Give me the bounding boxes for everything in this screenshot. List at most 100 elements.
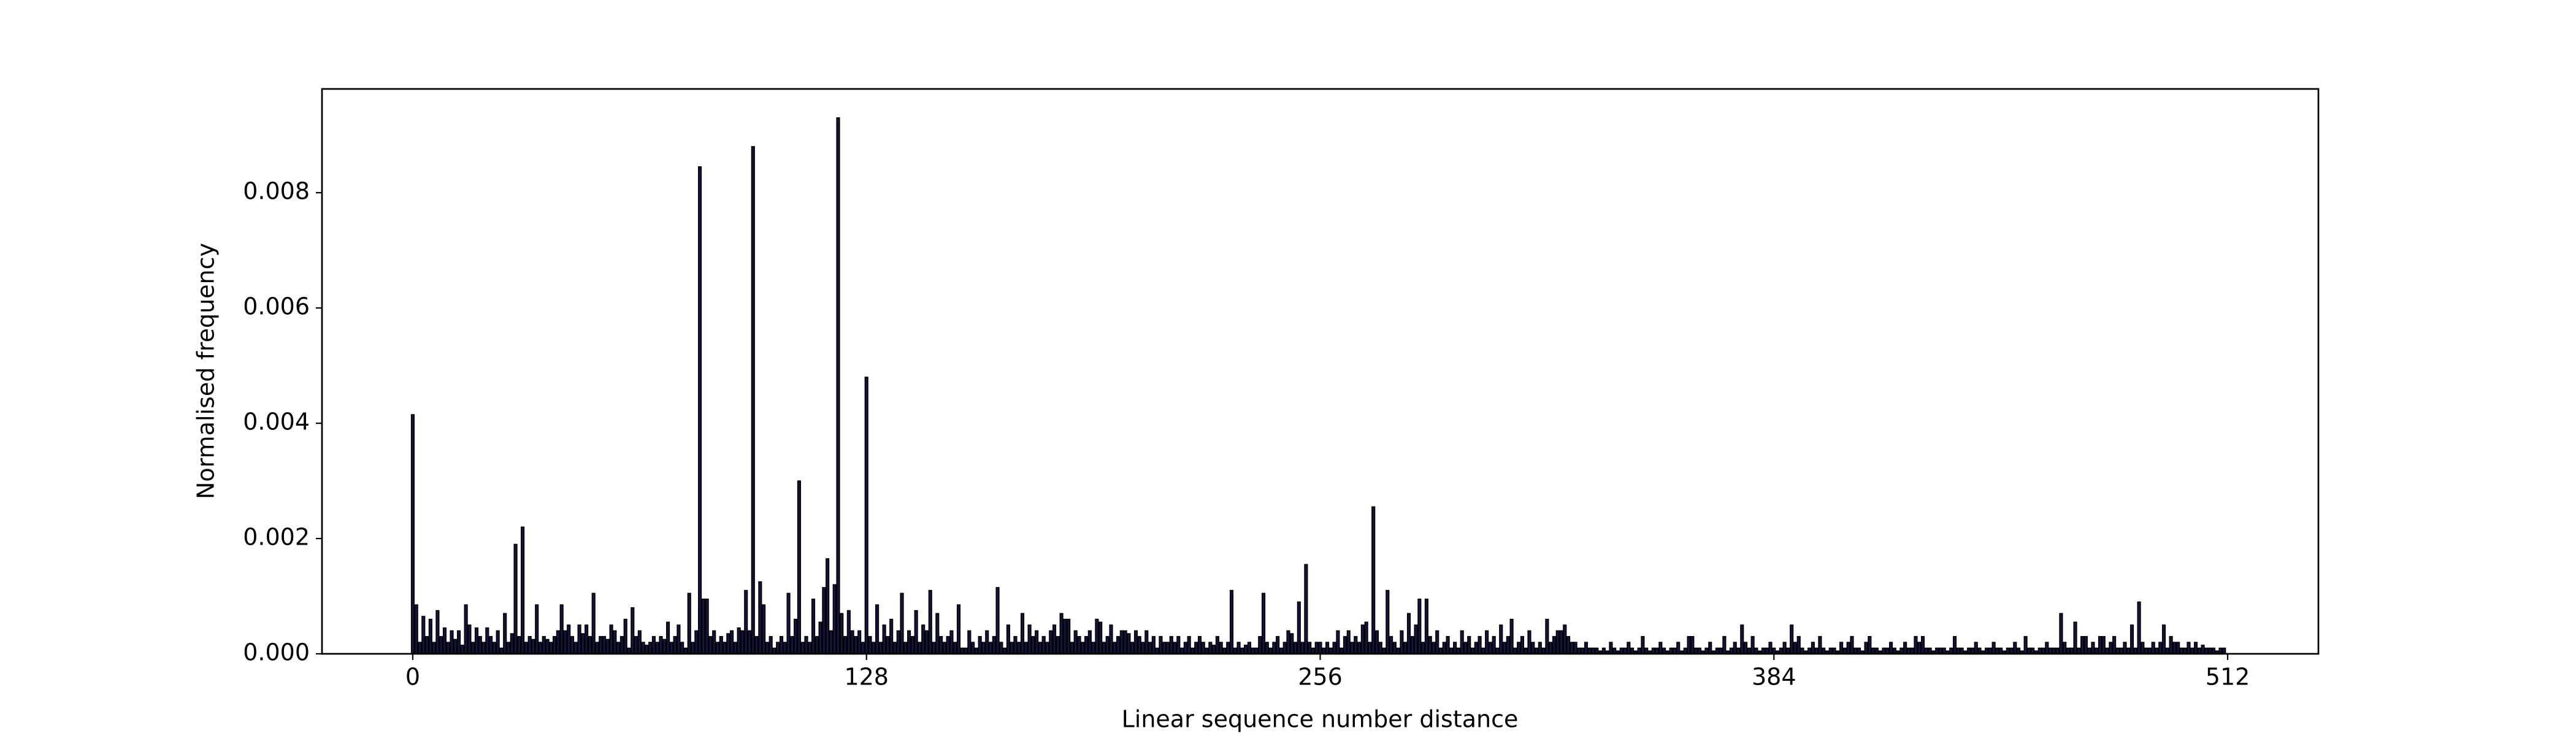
bar xyxy=(1549,642,1553,654)
bar xyxy=(1952,636,1957,654)
bar xyxy=(410,414,415,654)
bar xyxy=(2112,636,2117,654)
bar xyxy=(2023,636,2028,654)
bar xyxy=(1538,642,1542,654)
bar xyxy=(662,638,667,654)
bar xyxy=(1658,642,1663,654)
bar xyxy=(1056,636,1060,654)
bar xyxy=(985,630,989,654)
bar xyxy=(981,642,986,654)
bar xyxy=(1871,647,1876,654)
bar xyxy=(1623,647,1627,654)
bar xyxy=(1311,647,1316,654)
bar xyxy=(1868,636,1872,654)
bar xyxy=(510,633,514,654)
bar xyxy=(1555,630,1560,654)
bar xyxy=(471,642,475,654)
bar xyxy=(1747,647,1751,654)
bar xyxy=(588,636,592,654)
bar xyxy=(1119,630,1124,654)
bar xyxy=(1208,642,1213,654)
bar xyxy=(1038,642,1042,654)
bar xyxy=(627,647,631,654)
bar xyxy=(1910,647,1914,654)
bar xyxy=(1750,636,1755,654)
bar xyxy=(1272,642,1276,654)
bar xyxy=(1531,642,1535,654)
bar xyxy=(882,624,886,654)
bar xyxy=(1460,630,1464,654)
bar xyxy=(932,642,936,654)
bar xyxy=(1474,642,1478,654)
bar xyxy=(556,630,560,654)
bar xyxy=(1180,647,1184,654)
bar xyxy=(1790,624,1794,654)
bar xyxy=(1708,642,1712,654)
bar xyxy=(1601,647,1606,654)
bar xyxy=(832,584,837,654)
bar xyxy=(645,645,649,654)
y-tick-label: 0.008 xyxy=(243,178,310,205)
bar xyxy=(1052,624,1057,654)
bar xyxy=(1786,647,1790,654)
bar xyxy=(2141,642,2145,654)
bar xyxy=(2115,647,2120,654)
bar xyxy=(1432,642,1436,654)
bar xyxy=(740,630,745,654)
bar xyxy=(517,636,521,654)
bar xyxy=(886,636,890,654)
bar xyxy=(1304,564,1308,654)
bar xyxy=(1584,642,1589,654)
bar xyxy=(1396,647,1400,654)
bar xyxy=(573,642,578,654)
bar xyxy=(425,636,429,654)
bar xyxy=(591,592,596,654)
bar xyxy=(1495,647,1500,654)
bar xyxy=(992,636,996,654)
bar xyxy=(967,630,972,654)
bar xyxy=(1772,647,1776,654)
bar xyxy=(2137,601,2141,654)
bar xyxy=(691,642,695,654)
bar xyxy=(723,642,727,654)
bar xyxy=(1013,636,1018,654)
bar xyxy=(1882,647,1886,654)
bar xyxy=(1240,647,1244,654)
bar xyxy=(868,636,872,654)
bar xyxy=(1673,647,1677,654)
bar xyxy=(1846,642,1850,654)
bar xyxy=(2105,647,2109,654)
bar xyxy=(623,618,627,654)
bar xyxy=(1899,647,1904,654)
bar xyxy=(2091,642,2095,654)
bar xyxy=(467,624,472,654)
bar xyxy=(2087,647,2091,654)
bar xyxy=(956,604,961,654)
bar xyxy=(2095,647,2099,654)
bar xyxy=(875,604,880,654)
bar xyxy=(1336,630,1340,654)
bar xyxy=(1687,636,1691,654)
bar xyxy=(485,627,489,654)
bar xyxy=(503,613,507,654)
bar xyxy=(492,642,496,654)
bar xyxy=(797,480,801,654)
bar xyxy=(1527,630,1531,654)
bar xyxy=(641,642,645,654)
bar xyxy=(708,636,713,654)
bar xyxy=(1328,647,1333,654)
bar xyxy=(2101,636,2106,654)
bar xyxy=(1924,647,1928,654)
x-tick-label: 256 xyxy=(1298,664,1343,691)
bar xyxy=(531,638,535,654)
bar xyxy=(719,636,723,654)
bar xyxy=(2201,645,2205,654)
bar xyxy=(1261,592,1266,654)
bar xyxy=(474,627,479,654)
bar xyxy=(581,633,585,654)
bar xyxy=(769,636,773,654)
bar xyxy=(648,642,653,654)
bar xyxy=(1276,636,1280,654)
bar xyxy=(538,642,543,654)
bar xyxy=(1970,647,1974,654)
